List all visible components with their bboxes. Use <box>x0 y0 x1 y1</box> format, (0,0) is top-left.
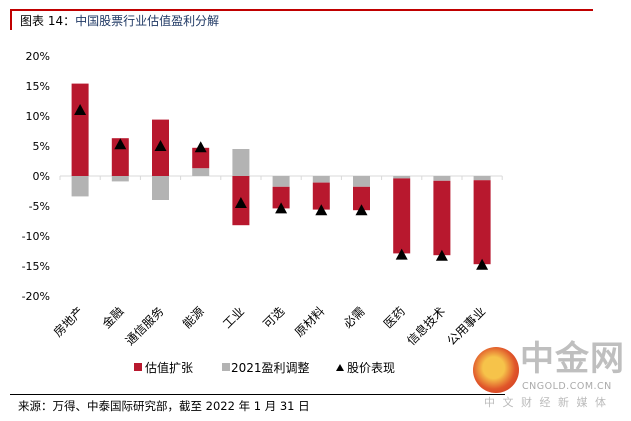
legend-marker-price <box>336 364 344 371</box>
marker-price-10 <box>476 258 489 270</box>
logo-domain: CNGOLD.COM.CN <box>522 381 612 392</box>
x-tick-label: 能源 <box>180 304 207 331</box>
bar-valuation-8 <box>393 178 411 254</box>
y-tick-label: -15% <box>22 260 50 273</box>
bar-valuation-6 <box>312 182 330 210</box>
y-tick-label: 15% <box>26 80 50 93</box>
legend-label-price: 股价表现 <box>347 361 395 375</box>
y-tick-label: -20% <box>22 290 50 303</box>
bar-earnings-5 <box>272 176 290 187</box>
x-tick-label: 通信服务 <box>122 304 167 349</box>
x-tick-label: 医药 <box>381 304 408 331</box>
watermark-logo: 中金网 CNGOLD.COM.CN 中 文 财 经 新 媒 体 <box>470 342 630 421</box>
logo-name: 中金网 <box>520 339 625 379</box>
legend-swatch-earnings <box>222 363 230 371</box>
title-prefix: 图表 14： <box>20 14 76 28</box>
bar-valuation-9 <box>433 180 451 256</box>
bar-earnings-10 <box>473 176 491 181</box>
x-tick-label: 可选 <box>260 304 287 331</box>
title-rule <box>10 9 593 11</box>
logo-tagline: 中 文 财 经 新 媒 体 <box>484 396 608 409</box>
bar-earnings-9 <box>433 176 451 181</box>
bar-earnings-7 <box>353 176 370 187</box>
bar-valuation-5 <box>272 186 290 209</box>
marker-price-1 <box>114 138 127 150</box>
title-text: 中国股票行业估值盈利分解 <box>75 14 220 28</box>
marker-price-5 <box>275 202 288 214</box>
logo-icon <box>473 347 519 393</box>
bar-valuation-3 <box>192 147 210 169</box>
bar-earnings-2 <box>152 176 169 200</box>
y-tick-label: 10% <box>26 110 50 123</box>
marker-price-6 <box>315 204 328 216</box>
y-tick-label: 20% <box>26 50 50 63</box>
marker-price-9 <box>435 249 448 261</box>
legend-swatch-valuation <box>134 363 142 371</box>
x-tick-label: 原材料 <box>292 304 327 339</box>
y-tick-label: 0% <box>33 170 50 183</box>
bar-earnings-8 <box>393 176 411 179</box>
bar-valuation-0 <box>71 83 89 176</box>
x-tick-label: 信息技术 <box>403 304 448 349</box>
bar-earnings-3 <box>192 168 210 176</box>
x-tick-label: 必需 <box>341 304 368 331</box>
marker-price-0 <box>74 104 87 115</box>
marker-price-8 <box>395 248 408 260</box>
marker-price-2 <box>154 140 167 151</box>
bar-valuation-7 <box>353 186 370 211</box>
x-tick-label: 工业 <box>220 304 247 331</box>
bar-earnings-6 <box>312 176 330 183</box>
footer-rule <box>10 394 505 395</box>
title-rule-left <box>10 9 12 30</box>
marker-price-7 <box>355 204 368 216</box>
marker-price-4 <box>234 197 247 208</box>
y-tick-label: -10% <box>22 230 50 243</box>
bar-earnings-0 <box>71 176 89 197</box>
x-tick-label: 房地产 <box>50 304 86 340</box>
y-tick-label: -5% <box>29 200 50 213</box>
legend-label-valuation: 估值扩张 <box>145 360 193 375</box>
chart-title: 图表 14：中国股票行业估值盈利分解 <box>20 12 219 29</box>
marker-price-3 <box>194 141 207 153</box>
bar-valuation-10 <box>473 180 491 265</box>
y-tick-label: 5% <box>33 140 50 153</box>
x-tick-label: 金融 <box>99 304 127 332</box>
bar-earnings-4 <box>232 149 250 176</box>
bar-earnings-1 <box>111 176 129 182</box>
source-note: 来源：万得、中泰国际研究部，截至 2022 年 1 月 31 日 <box>18 399 310 413</box>
legend-label-earnings: 2021盈利调整 <box>231 360 310 375</box>
